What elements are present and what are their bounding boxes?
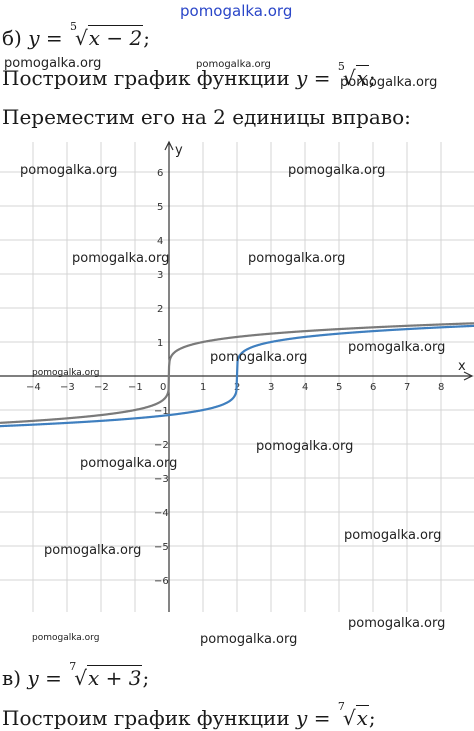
radicand: x − 2 — [87, 25, 144, 50]
step3-lhs: y — [296, 706, 308, 730]
step3-eq: = — [313, 706, 331, 730]
y-axis-arrow — [164, 140, 174, 151]
step1-eq: = — [313, 66, 331, 90]
x-tick-label: −4 — [26, 382, 41, 393]
step2-sentence: Переместим его на 2 единицы вправо: — [2, 105, 411, 129]
y-tick-label: −4 — [154, 508, 169, 519]
y-axis-label: y — [175, 143, 183, 158]
y-tick-label: −5 — [154, 542, 169, 553]
x-tick-label: −2 — [94, 382, 109, 393]
root-index: 7 — [69, 660, 77, 673]
y-tick-label: 2 — [157, 304, 163, 315]
y-tick-label: −1 — [154, 406, 169, 417]
part-b-equation: б) y = 5 √x − 2 ; — [2, 20, 150, 50]
series-curve-1 — [0, 322, 474, 424]
part-v-eq: = — [45, 666, 62, 690]
step1-radical: 5 √x — [337, 60, 369, 90]
suffix: ; — [143, 26, 150, 50]
watermark: pomogalka.org — [340, 75, 438, 90]
step3-sentence: Построим график функции y = 7 √x ; — [2, 700, 376, 730]
watermark: pomogalka.org — [20, 163, 118, 178]
radical-sign: √ — [74, 666, 87, 690]
watermark: pomogalka.org — [44, 543, 142, 558]
part-b-label: б) — [2, 26, 22, 50]
x-tick-label: 0 — [160, 382, 166, 393]
part-v-lhs: y — [27, 666, 39, 690]
watermark: pomogalka.org — [200, 632, 298, 647]
radical-sign: √ — [342, 66, 356, 90]
watermark: pomogalka.org — [196, 59, 271, 70]
suffix: ; — [368, 66, 376, 90]
part-b-lhs: y — [28, 26, 40, 50]
watermark: pomogalka.org — [348, 340, 446, 355]
radical-sign: √ — [342, 706, 356, 730]
part-v-equation: в) y = 7 √x + 3 ; — [2, 660, 150, 690]
watermark: pomogalka.org — [256, 439, 354, 454]
watermark: pomogalka.org — [4, 56, 102, 71]
radical-sign: √ — [75, 26, 88, 50]
x-tick-label: 3 — [268, 382, 274, 393]
root-index: 5 — [337, 60, 345, 73]
suffix: ; — [368, 706, 376, 730]
watermark-top: pomogalka.org — [180, 2, 293, 20]
y-tick-label: 6 — [157, 168, 163, 179]
step3-text: Построим график функции — [2, 706, 290, 730]
x-tick-label: −1 — [128, 382, 143, 393]
radicand: x — [355, 65, 369, 90]
step1-text: Построим график функции — [2, 66, 290, 90]
watermark: pomogalka.org — [80, 456, 178, 471]
radicand: x + 3 — [86, 665, 143, 690]
series-curve-2 — [0, 324, 474, 428]
watermark: pomogalka.org — [210, 350, 308, 365]
step1-sentence: Построим график функции y = 5 √x ; — [2, 60, 376, 90]
watermark: pomogalka.org — [32, 633, 100, 643]
y-tick-label: 3 — [157, 270, 163, 281]
step3-radical: 7 √x — [337, 700, 369, 730]
x-tick-label: 6 — [370, 382, 376, 393]
step1-lhs: y — [296, 66, 308, 90]
y-tick-label: −3 — [154, 474, 169, 485]
watermark: pomogalka.org — [32, 368, 100, 378]
suffix: ; — [142, 666, 150, 690]
radicand: x — [355, 705, 369, 730]
part-b-radical: 5 √x − 2 — [69, 20, 144, 50]
x-axis-label: x — [458, 359, 466, 374]
watermark: pomogalka.org — [72, 251, 170, 266]
x-tick-label: −3 — [60, 382, 75, 393]
x-tick-label: 7 — [404, 382, 410, 393]
y-tick-label: −6 — [154, 576, 169, 587]
y-tick-label: −2 — [154, 440, 169, 451]
watermark: pomogalka.org — [248, 251, 346, 266]
part-v-label: в) — [2, 666, 22, 690]
root-index: 7 — [337, 700, 345, 713]
x-axis-arrow — [463, 371, 474, 381]
y-tick-label: 4 — [157, 236, 163, 247]
x-tick-label: 8 — [438, 382, 444, 393]
watermark: pomogalka.org — [344, 528, 442, 543]
part-b-eq: = — [45, 26, 63, 50]
y-tick-label: 1 — [157, 338, 163, 349]
part-v-radical: 7 √x + 3 — [68, 660, 143, 690]
watermark: pomogalka.org — [348, 616, 446, 631]
x-tick-label: 5 — [336, 382, 342, 393]
watermark: pomogalka.org — [288, 163, 386, 178]
curves — [0, 322, 474, 428]
root-index: 5 — [70, 20, 77, 33]
y-tick-label: 5 — [157, 202, 163, 213]
x-tick-label: 4 — [302, 382, 308, 393]
x-tick-label: 1 — [200, 382, 206, 393]
